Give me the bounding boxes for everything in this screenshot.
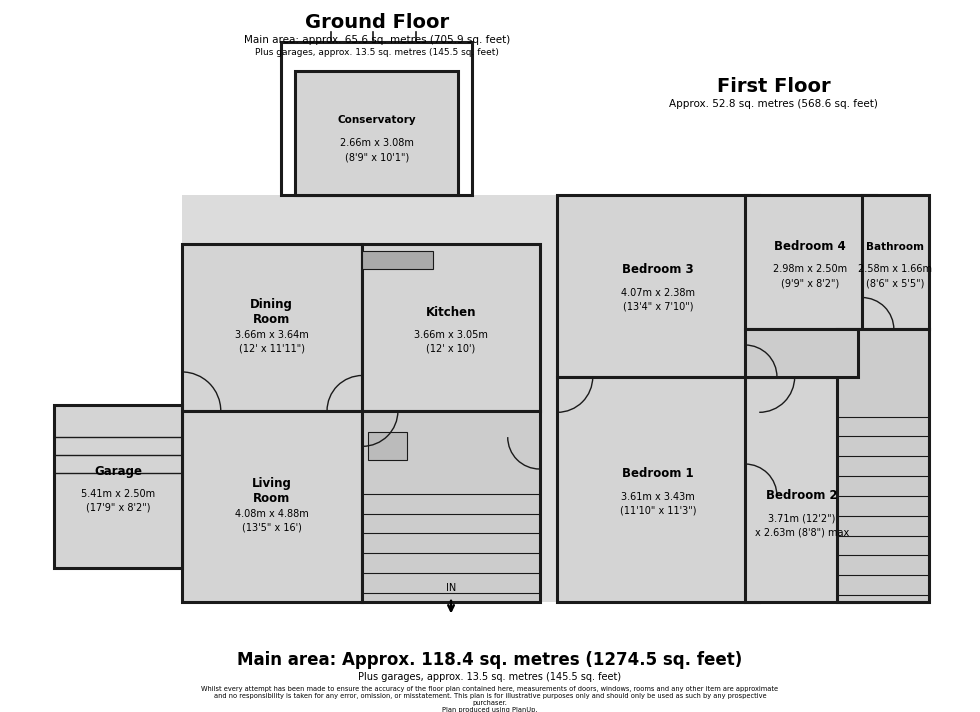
Bar (837, 330, 929, 602)
Text: (11'10" x 11'3"): (11'10" x 11'3") (619, 506, 696, 515)
Text: 3.71m (12'2"): 3.71m (12'2") (768, 513, 835, 523)
Text: (13'5" x 16'): (13'5" x 16') (242, 523, 302, 533)
Text: Bedroom 3: Bedroom 3 (622, 263, 694, 276)
Text: Living
Room: Living Room (252, 477, 292, 505)
Text: 2.66m x 3.08m: 2.66m x 3.08m (340, 138, 414, 148)
Text: (13'4" x 7'10"): (13'4" x 7'10") (622, 302, 693, 312)
Text: 2.98m x 2.50m: 2.98m x 2.50m (773, 264, 848, 274)
Bar (182, 244, 363, 411)
Bar (745, 377, 858, 602)
Text: 4.08m x 4.88m: 4.08m x 4.88m (235, 508, 309, 518)
Text: Conservatory: Conservatory (337, 115, 416, 125)
Text: Bedroom 2: Bedroom 2 (766, 489, 838, 503)
Text: Ground Floor: Ground Floor (305, 13, 449, 32)
Text: 3.66m x 3.05m: 3.66m x 3.05m (415, 330, 488, 340)
Text: Dining
Room: Dining Room (250, 298, 293, 326)
Bar (558, 377, 760, 602)
Bar (745, 330, 858, 377)
Bar (182, 195, 575, 602)
Text: (8'6" x 5'5"): (8'6" x 5'5") (866, 278, 924, 288)
Text: 2.58m x 1.66m: 2.58m x 1.66m (858, 264, 932, 274)
Bar (182, 411, 363, 602)
Text: 3.66m x 3.64m: 3.66m x 3.64m (235, 330, 309, 340)
Text: Main area: Approx. 118.4 sq. metres (1274.5 sq. feet): Main area: Approx. 118.4 sq. metres (127… (237, 651, 743, 669)
Text: x 2.63m (8'8") max: x 2.63m (8'8") max (755, 528, 849, 538)
Text: MANSELL
McTAGGART: MANSELL McTAGGART (259, 424, 466, 486)
Text: Main area: approx. 65.6 sq. metres (705.9 sq. feet): Main area: approx. 65.6 sq. metres (705.… (243, 36, 510, 46)
Bar (368, 432, 407, 461)
Bar (745, 195, 876, 330)
Bar (558, 195, 915, 602)
Text: 4.07m x 2.38m: 4.07m x 2.38m (621, 288, 695, 298)
Text: Bedroom 1: Bedroom 1 (622, 468, 694, 481)
Bar (363, 244, 540, 411)
Text: First Floor: First Floor (716, 77, 830, 96)
Text: Garage: Garage (94, 465, 142, 478)
Bar (363, 251, 433, 269)
Bar (281, 43, 472, 195)
Text: Whilst every attempt has been made to ensure the accuracy of the floor plan cont: Whilst every attempt has been made to en… (202, 686, 778, 712)
Text: Plus garages, approx. 13.5 sq. metres (145.5 sq. feet): Plus garages, approx. 13.5 sq. metres (1… (359, 671, 621, 681)
Text: Kitchen: Kitchen (425, 305, 476, 318)
Text: (8'9" x 10'1"): (8'9" x 10'1") (345, 152, 409, 162)
Bar (54, 405, 182, 568)
Bar (295, 70, 458, 195)
Text: (12' x 11'11"): (12' x 11'11") (239, 344, 305, 354)
Text: Bathroom: Bathroom (866, 241, 924, 251)
Bar (558, 195, 760, 377)
Text: (12' x 10'): (12' x 10') (426, 344, 475, 354)
Text: Bedroom 4: Bedroom 4 (774, 240, 846, 253)
Bar (363, 411, 540, 602)
Text: IN: IN (446, 583, 456, 593)
Bar (862, 195, 929, 330)
Text: (9'9" x 8'2"): (9'9" x 8'2") (781, 278, 839, 288)
Text: 5.41m x 2.50m: 5.41m x 2.50m (81, 489, 155, 499)
Text: Plus garages, approx. 13.5 sq. metres (145.5 sq. feet): Plus garages, approx. 13.5 sq. metres (1… (255, 48, 499, 57)
Text: Approx. 52.8 sq. metres (568.6 sq. feet): Approx. 52.8 sq. metres (568.6 sq. feet) (669, 99, 878, 109)
Text: (17'9" x 8'2"): (17'9" x 8'2") (86, 503, 150, 513)
Text: 3.61m x 3.43m: 3.61m x 3.43m (621, 491, 695, 502)
